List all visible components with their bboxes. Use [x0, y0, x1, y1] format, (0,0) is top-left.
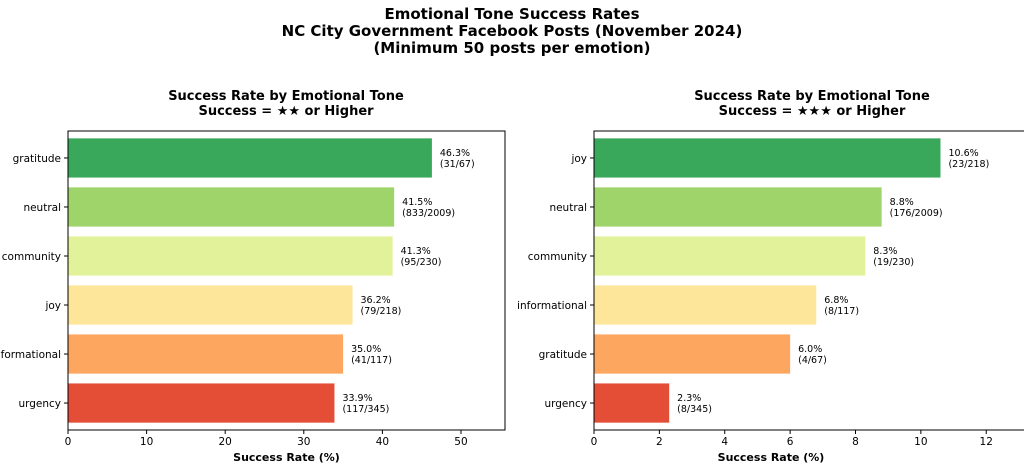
bar-neutral — [68, 187, 395, 227]
value-label-gratitude: 46.3% — [440, 148, 470, 159]
value-label-informational: 35.0% — [351, 344, 381, 355]
count-label-community: (19/230) — [873, 257, 914, 268]
value-label-joy: 36.2% — [361, 295, 391, 306]
y-tick-label-informational: informational — [0, 349, 61, 361]
y-tick-label-neutral: neutral — [549, 202, 587, 214]
x-tick-label: 2 — [656, 436, 663, 448]
chart-2-title-line-2: Success = ★★★ or Higher — [719, 104, 906, 119]
figure-title-line-1: Emotional Tone Success Rates — [384, 5, 640, 23]
bar-gratitude — [594, 334, 791, 374]
count-label-urgency: (8/345) — [677, 404, 712, 415]
y-tick-label-urgency: urgency — [544, 398, 587, 410]
count-label-neutral: (176/2009) — [890, 208, 943, 219]
plot-frame — [593, 130, 1024, 431]
x-tick-label: 12 — [980, 436, 993, 448]
y-tick-label-community: community — [2, 251, 61, 263]
count-label-gratitude: (4/67) — [798, 355, 827, 366]
figure-title: Emotional Tone Success Rates NC City Gov… — [0, 6, 1024, 57]
x-tick-label: 20 — [219, 436, 232, 448]
bar-informational — [594, 285, 817, 325]
x-tick-label: 10 — [140, 436, 153, 448]
x-tick-label: 10 — [914, 436, 927, 448]
bar-neutral — [594, 187, 882, 227]
x-axis-label: Success Rate (%) — [233, 451, 340, 464]
x-tick-label: 40 — [376, 436, 389, 448]
count-label-informational: (8/117) — [824, 306, 859, 317]
count-label-joy: (79/218) — [361, 306, 402, 317]
chart-1-title-line-2: Success = ★★ or Higher — [198, 104, 374, 119]
bar-joy — [68, 285, 353, 325]
y-tick-label-joy: joy — [570, 153, 587, 165]
value-label-neutral: 41.5% — [402, 197, 432, 208]
plot-frame — [67, 130, 506, 431]
y-tick-label-urgency: urgency — [18, 398, 61, 410]
value-label-urgency: 33.9% — [342, 393, 372, 404]
count-label-community: (95/230) — [401, 257, 442, 268]
count-label-gratitude: (31/67) — [440, 159, 475, 170]
y-tick-label-joy: joy — [44, 300, 61, 312]
x-tick-label: 50 — [454, 436, 467, 448]
x-axis-label: Success Rate (%) — [718, 451, 825, 464]
value-label-informational: 6.8% — [824, 295, 848, 306]
y-tick-label-community: community — [528, 251, 587, 263]
bar-community — [594, 236, 866, 276]
x-tick-label: 0 — [591, 436, 598, 448]
y-tick-label-gratitude: gratitude — [539, 349, 587, 361]
x-tick-label: 4 — [721, 436, 728, 448]
bar-gratitude — [68, 138, 432, 178]
bar-joy — [594, 138, 941, 178]
value-label-gratitude: 6.0% — [798, 344, 822, 355]
figure-title-line-3: (Minimum 50 posts per emotion) — [373, 39, 651, 57]
count-label-informational: (41/117) — [351, 355, 392, 366]
x-tick-label: 8 — [852, 436, 859, 448]
x-tick-label: 30 — [297, 436, 310, 448]
bar-urgency — [594, 383, 670, 423]
y-tick-label-gratitude: gratitude — [13, 153, 61, 165]
y-tick-label-neutral: neutral — [23, 202, 61, 214]
bar-urgency — [68, 383, 335, 423]
chart-1-title-line-1: Success Rate by Emotional Tone — [168, 89, 404, 104]
value-label-neutral: 8.8% — [890, 197, 914, 208]
bar-community — [68, 236, 393, 276]
count-label-joy: (23/218) — [948, 159, 989, 170]
count-label-neutral: (833/2009) — [402, 208, 455, 219]
value-label-community: 41.3% — [401, 246, 431, 257]
figure-title-line-2: NC City Government Facebook Posts (Novem… — [281, 22, 743, 40]
value-label-joy: 10.6% — [948, 148, 978, 159]
value-label-urgency: 2.3% — [677, 393, 701, 404]
bar-informational — [68, 334, 344, 374]
count-label-urgency: (117/345) — [342, 404, 389, 415]
x-tick-label: 0 — [65, 436, 72, 448]
chart-2-title-line-1: Success Rate by Emotional Tone — [694, 89, 930, 104]
value-label-community: 8.3% — [873, 246, 897, 257]
y-tick-label-informational: informational — [517, 300, 587, 312]
x-tick-label: 6 — [787, 436, 794, 448]
